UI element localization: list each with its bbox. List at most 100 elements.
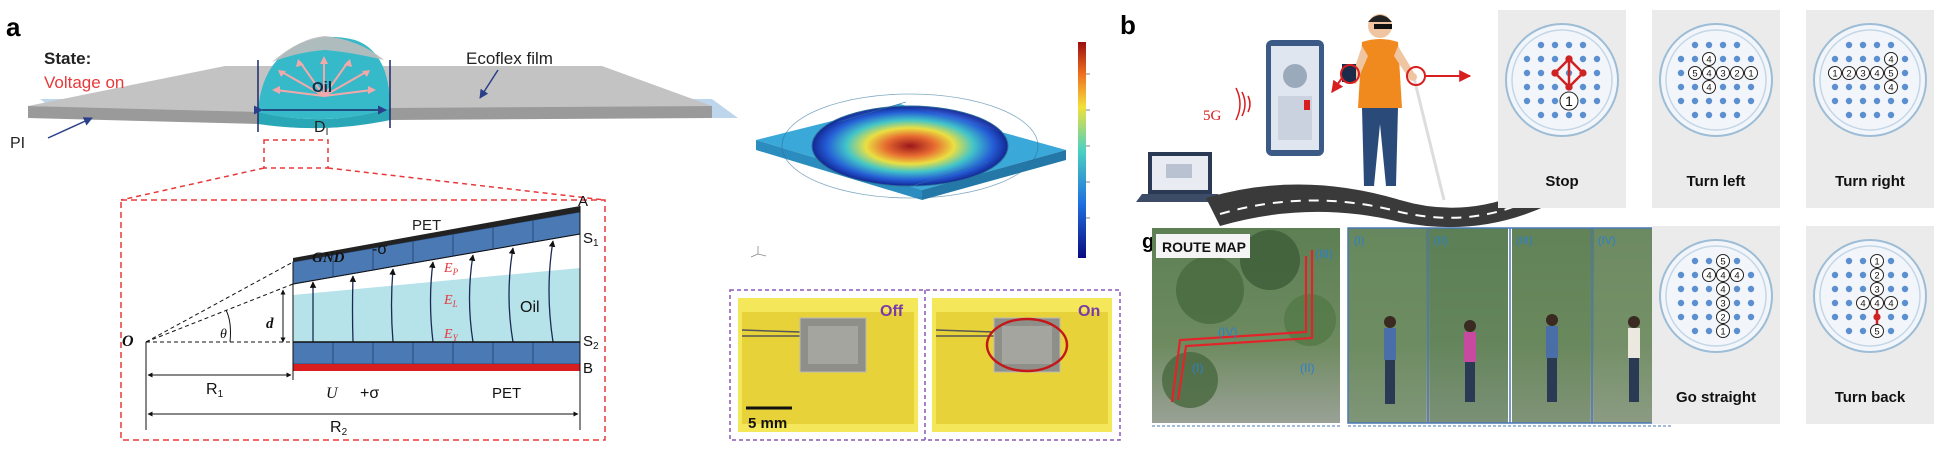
tactile-dot — [1887, 271, 1895, 279]
tactile-dot — [1747, 313, 1755, 321]
a-label: A — [578, 193, 588, 210]
step-number-badge — [1842, 66, 1856, 80]
o-label: O — [122, 333, 134, 350]
tactile-dot — [1677, 69, 1685, 77]
tactile-dot — [1523, 83, 1531, 91]
tactile-dot — [1733, 327, 1741, 335]
scale-label: 5 mm — [748, 415, 787, 432]
pattern-node — [1579, 69, 1587, 77]
u-label: U — [326, 385, 339, 402]
pressure-arrows — [275, 60, 373, 97]
tactile-dot — [1719, 41, 1727, 49]
tactile-dot — [1593, 83, 1601, 91]
step-number-badge — [1716, 296, 1730, 310]
tactile-dot — [1859, 285, 1867, 293]
tactile-dot — [1677, 55, 1685, 63]
u-electrode — [293, 364, 580, 371]
tactile-dot — [1887, 111, 1895, 119]
tactile-dot — [1537, 97, 1545, 105]
panel-letter-b: b — [1120, 10, 1136, 40]
pattern-label: Go straight — [1676, 389, 1756, 406]
panel-a: a — [6, 12, 738, 441]
pattern-ring — [1813, 239, 1927, 353]
oil-wedge — [293, 268, 580, 342]
step-number: 2 — [1720, 313, 1725, 324]
tactile-dot — [1887, 285, 1895, 293]
pet-bottom-label: PET — [492, 385, 521, 402]
tactile-dot — [1733, 313, 1741, 321]
hand-callout — [1406, 66, 1426, 86]
b-label: B — [583, 360, 593, 377]
route-title-box — [1156, 234, 1250, 258]
tactile-dot — [1887, 327, 1895, 335]
step-number: 2 — [1734, 69, 1739, 80]
tactile-dot — [1677, 313, 1685, 321]
tactile-dot — [1691, 83, 1699, 91]
tactile-dot — [1719, 111, 1727, 119]
step-number: 3 — [1720, 299, 1725, 310]
pattern-node — [1551, 69, 1559, 77]
step-number-badge — [1884, 52, 1898, 66]
tactile-dot — [1523, 55, 1531, 63]
photo-marker-1: (I) — [1354, 235, 1364, 247]
step-number: 1 — [1720, 327, 1725, 338]
tactile-dot — [1845, 271, 1853, 279]
pattern-ring — [1659, 239, 1773, 353]
tactile-dot — [1901, 55, 1909, 63]
tactile-dot — [1887, 97, 1895, 105]
tactile-dot — [1537, 69, 1545, 77]
tactile-dot — [1677, 83, 1685, 91]
wearable-callout — [1340, 64, 1360, 84]
tactile-dot — [1691, 313, 1699, 321]
step-number: 4 — [1874, 299, 1879, 310]
bulge-base — [258, 108, 390, 129]
step-number: 1 — [1748, 69, 1753, 80]
r1-label: R1 — [206, 381, 224, 400]
actuator-slab — [28, 36, 738, 132]
tactile-dot — [1845, 83, 1853, 91]
tactile-dot — [1733, 83, 1741, 91]
tactile-dot — [1845, 313, 1853, 321]
tactile-dot — [1733, 55, 1741, 63]
gnd-electrode — [293, 206, 580, 262]
step-number-badge — [1870, 282, 1884, 296]
tactile-dot — [1733, 97, 1741, 105]
device-photos: Off 5 mm On — [729, 289, 1121, 441]
tactile-dot — [1719, 97, 1727, 105]
tactile-dot — [1901, 299, 1909, 307]
tactile-dot — [1873, 97, 1881, 105]
sim-deformation — [812, 106, 1008, 186]
tactile-dot — [1845, 285, 1853, 293]
tactile-dot — [1845, 111, 1853, 119]
tactile-dot — [1593, 69, 1601, 77]
zoom-box — [120, 139, 606, 441]
tactile-dot — [1523, 69, 1531, 77]
route-path — [1170, 250, 1314, 403]
step-number-badge — [1730, 66, 1744, 80]
pattern-tile-1: 1 Stop — [1498, 10, 1626, 208]
road — [1206, 184, 1550, 228]
step-number-badge — [1688, 66, 1702, 80]
step-number-badge — [1884, 80, 1898, 94]
blind-user-figure — [1342, 14, 1446, 201]
tactile-dot — [1537, 55, 1545, 63]
step-number: 1 — [1565, 93, 1573, 109]
panel-letter-a: a — [6, 12, 21, 42]
tactile-dot — [1677, 285, 1685, 293]
tactile-dot — [1831, 55, 1839, 63]
tactile-dot — [1733, 111, 1741, 119]
voltage-label: Voltage on — [44, 73, 124, 92]
tactile-dot — [1887, 313, 1895, 321]
theta-label: θ — [220, 327, 227, 342]
pattern-ring — [1659, 23, 1773, 137]
tactile-dot — [1705, 111, 1713, 119]
step-number: 5 — [1720, 257, 1725, 268]
route-marker-3: (III) — [1315, 247, 1333, 261]
pattern-label: Stop — [1545, 173, 1578, 190]
panel-letter-g: g — [1142, 231, 1154, 253]
tactile-dot — [1691, 41, 1699, 49]
step-number-badge — [1716, 254, 1730, 268]
tactile-dot — [1593, 55, 1601, 63]
step-number: 5 — [1692, 69, 1697, 80]
